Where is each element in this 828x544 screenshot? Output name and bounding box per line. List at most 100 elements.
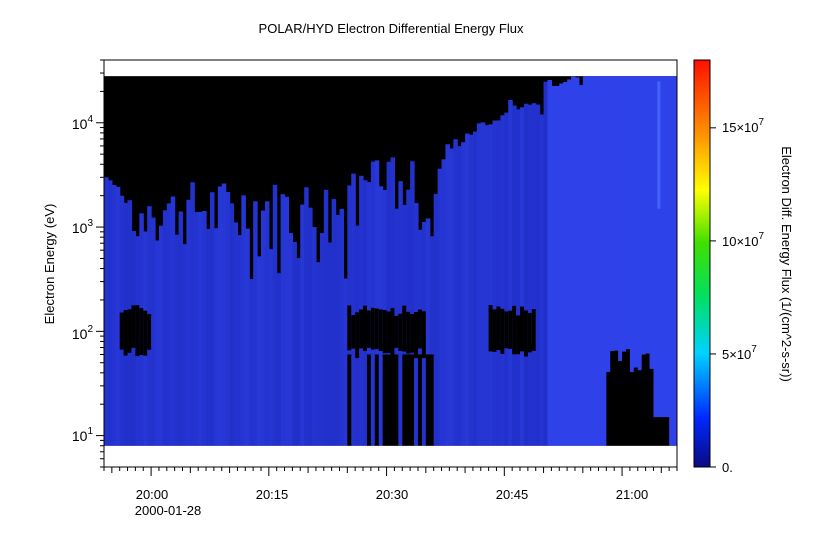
heatmap-gap <box>504 311 509 349</box>
heatmap-column <box>225 192 231 446</box>
heatmap-column <box>586 76 592 446</box>
heatmap-column <box>186 199 191 446</box>
heatmap-column <box>480 122 486 446</box>
heatmap-column <box>374 160 380 355</box>
heatmap-gap <box>610 351 615 446</box>
heatmap-gap <box>421 311 427 359</box>
heatmap-column <box>241 195 246 446</box>
heatmap-column <box>292 241 297 446</box>
heatmap-gap <box>363 305 368 351</box>
heatmap-column <box>476 123 482 446</box>
heatmap-column <box>343 278 348 446</box>
heatmap-gap <box>417 354 423 446</box>
heatmap-gap <box>143 310 148 356</box>
heatmap-gap <box>429 354 435 446</box>
heatmap-column <box>249 279 254 446</box>
heatmap-cells <box>104 76 677 446</box>
heatmap-gap <box>347 354 352 446</box>
heatmap-column <box>665 76 670 418</box>
heatmap-gap <box>410 354 415 446</box>
heatmap-gap <box>657 417 662 446</box>
heatmap-gap <box>347 305 352 351</box>
heatmap-column <box>104 177 109 446</box>
y-tick-label-4: 104 <box>72 114 94 132</box>
colorbar-tick-2: 10×107 <box>722 231 765 249</box>
heatmap-column <box>327 242 333 446</box>
heatmap-gap <box>374 308 380 350</box>
x-tick-label-1: 20:00 <box>136 487 169 502</box>
heatmap-column <box>194 211 199 446</box>
heatmap-column <box>661 76 666 418</box>
heatmap-column <box>551 85 556 446</box>
heatmap-gap <box>410 314 415 353</box>
heatmap-column <box>425 218 431 355</box>
heatmap-column <box>260 210 266 446</box>
heatmap-gap <box>119 312 125 350</box>
heatmap-column <box>315 262 321 446</box>
heatmap-column <box>190 182 195 446</box>
heatmap-gap <box>390 354 396 446</box>
heatmap-column <box>151 217 156 446</box>
heatmap-streak <box>657 81 661 209</box>
heatmap-gap <box>520 306 525 352</box>
heatmap-column <box>398 181 403 446</box>
heatmap-column <box>559 83 564 446</box>
heatmap-column <box>441 159 447 446</box>
heatmap-column <box>178 211 184 446</box>
heatmap-gap <box>402 354 407 446</box>
heatmap-gap <box>625 349 631 446</box>
heatmap-gap <box>661 417 666 446</box>
heatmap-column <box>308 207 313 446</box>
heatmap-column <box>209 192 215 446</box>
heatmap-gap <box>355 312 360 359</box>
y-axis-ticks <box>96 59 104 468</box>
heatmap-column <box>633 76 639 368</box>
heatmap-gap <box>386 354 392 446</box>
heatmap-gap <box>135 305 140 357</box>
heatmap-column <box>264 201 270 446</box>
heatmap-column <box>531 103 537 446</box>
heatmap-column <box>625 76 631 350</box>
heatmap-column <box>347 185 352 355</box>
heatmap-column <box>606 76 611 372</box>
heatmap-column <box>433 193 439 446</box>
heatmap-column <box>382 190 388 355</box>
heatmap-gap <box>378 309 384 351</box>
heatmap-column <box>512 105 517 446</box>
heatmap-column <box>571 76 576 446</box>
heatmap-column <box>166 203 172 446</box>
heatmap-column <box>602 76 607 446</box>
colorbar-ticks <box>710 127 716 468</box>
heatmap-column <box>437 168 443 446</box>
heatmap-column <box>637 76 643 371</box>
heatmap-gap <box>508 310 513 349</box>
colorbar-label: Electron Diff. Energy Flux (1/(cm^2-s-sr… <box>779 146 794 382</box>
heatmap-column <box>268 249 274 446</box>
heatmap-column <box>472 131 478 446</box>
heatmap-column <box>162 210 168 446</box>
heatmap-column <box>618 76 623 361</box>
heatmap-gap <box>492 309 498 352</box>
heatmap-column <box>198 211 203 446</box>
heatmap-column <box>669 76 674 446</box>
colorbar <box>693 59 711 468</box>
heatmap-column <box>304 187 309 446</box>
heatmap-gap <box>386 311 392 353</box>
heatmap-gap <box>402 305 407 352</box>
heatmap-column <box>174 234 180 446</box>
heatmap-column <box>520 107 525 446</box>
heatmap-column <box>590 76 596 446</box>
heatmap-column <box>484 125 490 446</box>
heatmap-column <box>457 146 462 446</box>
heatmap-column <box>555 85 560 446</box>
heatmap-column <box>500 115 505 446</box>
heatmap-column <box>390 157 396 355</box>
heatmap-column <box>284 196 290 446</box>
colorbar-tick-0: 0. <box>722 460 733 475</box>
heatmap-column <box>229 203 235 446</box>
heatmap-gap <box>382 310 388 354</box>
heatmap-column <box>516 109 521 446</box>
heatmap-gap <box>394 315 399 348</box>
heatmap-gap <box>123 310 129 356</box>
heatmap-column <box>657 76 662 418</box>
